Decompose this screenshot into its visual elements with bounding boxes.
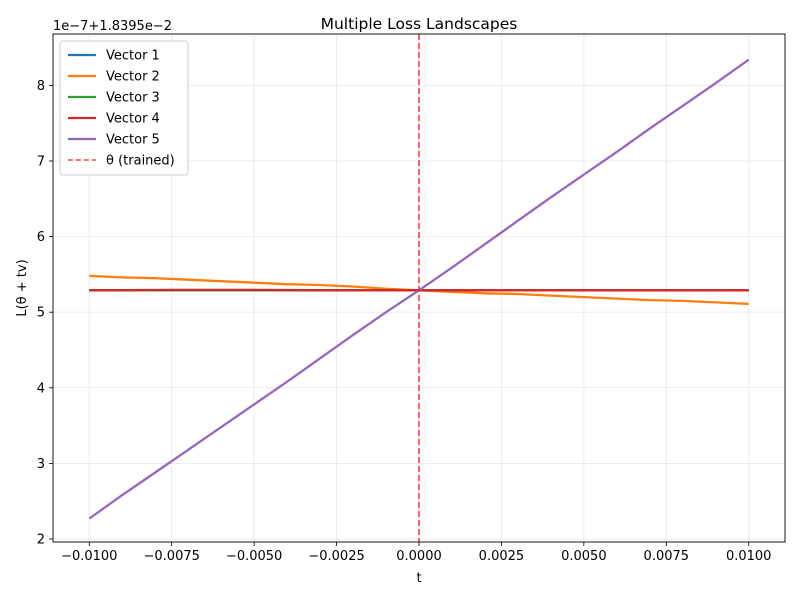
x-tick-label: 0.0000 (396, 549, 442, 564)
series-group (88, 34, 750, 542)
y-tick-label: 7 (37, 155, 45, 170)
chart-title: Multiple Loss Landscapes (321, 15, 518, 33)
x-tick-label: 0.0100 (726, 549, 772, 564)
legend-label: Vector 2 (106, 70, 160, 85)
x-axis-label: t (416, 571, 421, 586)
legend-label: Vector 4 (106, 112, 160, 127)
x-tick-label: −0.0075 (144, 549, 200, 564)
y-axis-label: L(θ + tv) (15, 259, 30, 316)
legend-box (59, 40, 189, 176)
x-tick-label: 0.0025 (479, 549, 525, 564)
legend-label: Vector 5 (106, 133, 160, 148)
legend-label: θ (trained) (106, 154, 175, 169)
x-tick-label: 0.0075 (644, 549, 690, 564)
x-tick-label: 0.0050 (561, 549, 607, 564)
x-tick-label: −0.0100 (61, 549, 117, 564)
y-tick-label: 8 (37, 79, 45, 94)
y-tick-label: 2 (37, 532, 45, 547)
y-tick-label: 5 (37, 306, 45, 321)
y-tick-label: 6 (37, 230, 45, 245)
y-offset-label: 1e−7+1.8395e−2 (53, 19, 172, 34)
legend-label: Vector 3 (106, 91, 160, 106)
y-tick-label: 3 (37, 457, 45, 472)
x-tick-label: −0.0050 (226, 549, 282, 564)
ticks: −0.0100 −0.0075 −0.0050 −0.0025 0.0000 0.0025… (37, 79, 772, 564)
y-tick-label: 4 (37, 381, 45, 396)
legend-label: Vector 1 (106, 49, 160, 64)
x-tick-label: −0.0025 (308, 549, 364, 564)
legend: Vector 1 Vector 2 Vector 3 Vector 4 Vector 5… (59, 40, 189, 176)
